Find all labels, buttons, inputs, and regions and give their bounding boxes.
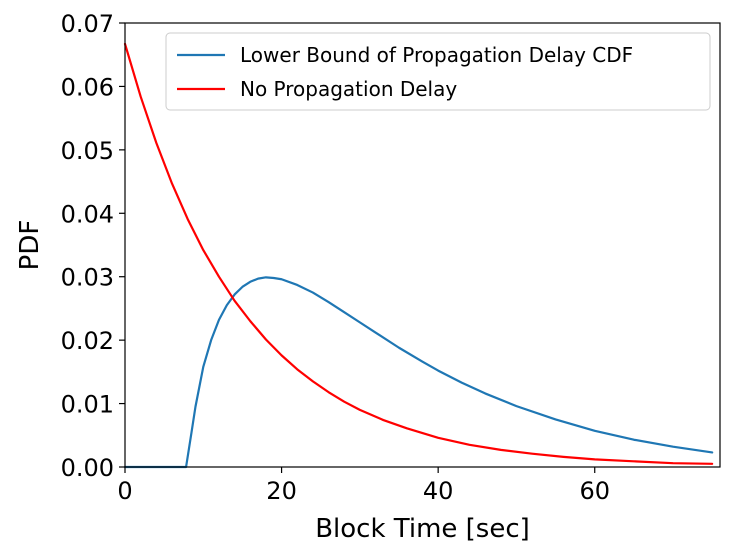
plot-frame <box>124 22 721 468</box>
legend-label-1: Lower Bound of Propagation Delay CDF <box>240 43 633 67</box>
series-line-1 <box>123 276 714 469</box>
y-tick-label: 0.05 <box>61 137 114 165</box>
y-tick-label: 0.01 <box>61 391 114 419</box>
y-axis-label: PDF <box>15 220 45 271</box>
series-line-2 <box>123 42 714 465</box>
y-tick-label: 0.06 <box>61 73 114 101</box>
x-tick-label: 20 <box>266 477 297 505</box>
legend: Lower Bound of Propagation Delay CDF No P… <box>165 32 711 111</box>
series-layer <box>123 42 714 469</box>
x-axis: 0 20 40 60 <box>117 467 610 505</box>
x-tick-label: 60 <box>579 477 610 505</box>
x-tick-label: 0 <box>117 477 132 505</box>
y-tick-label: 0.07 <box>61 10 114 38</box>
x-tick-label: 40 <box>423 477 454 505</box>
legend-label-2: No Propagation Delay <box>240 77 457 101</box>
y-tick-label: 0.04 <box>61 200 114 228</box>
y-tick-label: 0.00 <box>61 454 114 482</box>
y-tick-label: 0.02 <box>61 327 114 355</box>
y-axis: 0.00 0.01 0.02 0.03 0.04 0.05 0.06 0.07 <box>61 10 125 482</box>
x-axis-label: Block Time [sec] <box>315 514 530 544</box>
y-tick-label: 0.03 <box>61 264 114 292</box>
legend-box <box>165 32 711 111</box>
